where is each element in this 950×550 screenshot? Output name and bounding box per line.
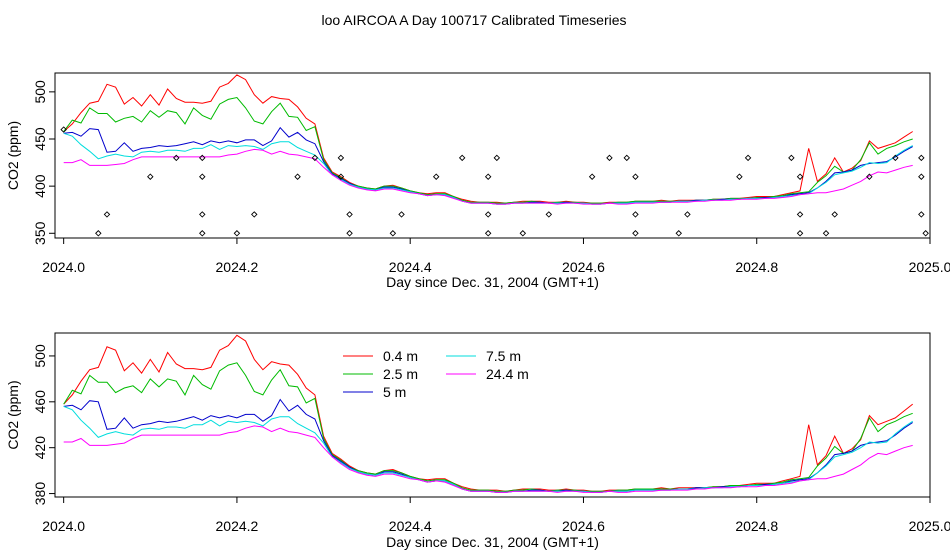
data-point-marker: [199, 211, 206, 218]
series-line-3: [63, 405, 913, 493]
series-line-4: [63, 425, 913, 493]
data-point-marker: [484, 173, 492, 180]
data-point-marker: [484, 230, 492, 237]
plot-frame: [54, 332, 931, 498]
y-tick-label: 450: [32, 127, 48, 151]
data-point-marker: [484, 211, 492, 218]
data-point-marker: [346, 211, 353, 218]
data-point-marker: [822, 230, 830, 237]
plot-frame: [54, 72, 931, 239]
legend-label: 7.5 m: [486, 348, 521, 364]
data-point-marker: [493, 154, 501, 162]
x-tick-label: 2025.0: [909, 259, 950, 275]
x-tick-label: 2024.0: [42, 518, 85, 534]
series-line-4: [63, 148, 913, 205]
y-axis-title: CO2 (ppm): [5, 121, 21, 190]
data-point-marker: [736, 173, 743, 180]
data-point-marker: [103, 211, 111, 218]
data-point-marker: [147, 173, 154, 180]
panel-top: 2024.0 2024.2 2024.4 2024.6 2024.8 2025.0 350 4…: [5, 72, 950, 290]
y-tick-label: 500: [32, 80, 48, 104]
series-line-2: [63, 398, 913, 493]
data-point-marker: [545, 211, 553, 218]
x-tick-label: 2025.0: [909, 518, 950, 534]
data-point-marker: [918, 173, 925, 180]
y-tick-label: 380: [32, 482, 48, 506]
data-point-marker: [458, 154, 466, 162]
series-line-2: [63, 126, 913, 205]
data-point-marker: [199, 230, 206, 237]
data-point-marker: [294, 173, 301, 180]
data-point-marker: [199, 154, 206, 162]
series-line-0: [63, 74, 913, 204]
data-point-marker: [918, 211, 925, 218]
x-tick-label: 2024.4: [389, 518, 432, 534]
data-point-marker: [389, 230, 397, 237]
x-tick-label: 2024.8: [735, 259, 778, 275]
data-point-marker: [173, 154, 180, 162]
legend-label: 24.4 m: [486, 366, 529, 382]
data-point-marker: [684, 211, 691, 218]
data-point-marker: [632, 173, 639, 180]
data-point-marker: [796, 211, 804, 218]
data-point-marker: [796, 173, 804, 180]
data-point-marker: [233, 230, 241, 237]
data-point-marker: [918, 154, 925, 162]
data-point-marker: [796, 230, 804, 237]
data-point-marker: [831, 211, 838, 218]
y-tick-label: 350: [32, 221, 48, 245]
series-line-1: [63, 362, 913, 492]
data-point-marker: [606, 154, 613, 162]
y-tick-label: 400: [32, 174, 48, 198]
data-point-marker: [337, 154, 345, 162]
data-point-marker: [632, 230, 639, 237]
data-point-marker: [398, 211, 405, 218]
y-axis-title: CO2 (ppm): [5, 380, 21, 449]
data-point-marker: [311, 154, 319, 162]
data-point-marker: [432, 173, 440, 180]
data-point-marker: [623, 154, 631, 162]
legend-label: 0.4 m: [383, 348, 418, 364]
data-point-marker: [199, 173, 206, 180]
data-point-marker: [675, 230, 682, 237]
data-point-marker: [337, 173, 345, 180]
legend: 0.4 m 2.5 m 5 m 7.5 m 24.4 m: [343, 348, 529, 400]
x-axis-title: Day since Dec. 31, 2004 (GMT+1): [386, 274, 599, 290]
x-tick-label: 2024.2: [216, 518, 259, 534]
data-point-marker: [588, 173, 596, 180]
data-point-marker: [632, 211, 639, 218]
y-tick-label: 420: [32, 436, 48, 460]
x-tick-label: 2024.6: [562, 518, 605, 534]
chart-title: loo AIRCOA A Day 100717 Calibrated Times…: [321, 12, 626, 28]
data-point-marker: [788, 154, 795, 162]
data-point-marker: [251, 211, 258, 218]
series-line-1: [63, 96, 913, 204]
x-tick-label: 2024.4: [389, 259, 432, 275]
panel-bottom: 2024.0 2024.2 2024.4 2024.6 2024.8 2025.0 380 4…: [5, 332, 950, 550]
y-tick-label: 500: [32, 344, 48, 368]
data-point-marker: [95, 230, 102, 237]
data-point-marker: [60, 126, 67, 133]
x-tick-label: 2024.0: [42, 259, 85, 275]
data-point-marker: [892, 154, 899, 162]
x-tick-label: 2024.8: [735, 518, 778, 534]
legend-label: 2.5 m: [383, 366, 418, 382]
x-tick-label: 2024.2: [216, 259, 259, 275]
data-point-marker: [866, 173, 873, 180]
data-point-marker: [346, 230, 353, 237]
x-axis-title: Day since Dec. 31, 2004 (GMT+1): [386, 534, 599, 550]
data-point-marker: [922, 230, 929, 237]
series-line-3: [63, 132, 913, 205]
x-tick-label: 2024.6: [562, 259, 605, 275]
y-tick-label: 460: [32, 390, 48, 414]
data-point-marker: [519, 230, 527, 237]
data-point-marker: [744, 154, 752, 162]
legend-label: 5 m: [383, 384, 406, 400]
